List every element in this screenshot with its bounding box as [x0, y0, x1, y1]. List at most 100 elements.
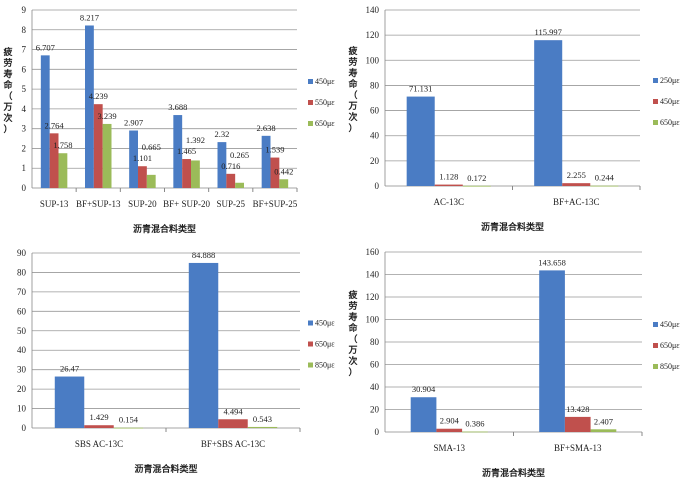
y-tick-label: 10 — [17, 404, 27, 414]
bar — [462, 431, 488, 433]
data-label: 6.707 — [36, 42, 55, 52]
data-label: 0.716 — [221, 161, 240, 171]
y-tick-label: 60 — [370, 106, 380, 116]
y-tick-label: 20 — [370, 405, 380, 415]
bar — [590, 429, 617, 432]
legend-label: 450με — [315, 319, 335, 328]
bar — [539, 270, 565, 432]
y-axis-title: 疲劳寿命（万次） — [2, 46, 13, 134]
y-tick-label: 5 — [22, 84, 27, 94]
bar — [406, 96, 435, 186]
chart-svg: 0 1 2 3 4 5 6 7 8 9 SUP-13 6.707 2.764 1.758 BF+SUP-13… — [2, 5, 335, 234]
bar — [49, 133, 59, 188]
x-tick-label: SMA-13 — [433, 443, 465, 453]
legend-swatch — [653, 78, 658, 83]
legend-label: 550με — [315, 98, 335, 107]
y-tick-label: 70 — [17, 287, 27, 297]
bar — [102, 123, 112, 188]
bar — [410, 397, 437, 432]
x-tick-label: BF+ SUP-20 — [163, 199, 210, 209]
x-tick-label: BF+SUP-13 — [76, 199, 121, 209]
bar — [217, 142, 227, 188]
bar — [226, 173, 236, 188]
chart-sbs: 0 10 20 30 40 50 60 70 80 90 SBS AC-13C 26.47 1.429 0… — [0, 240, 345, 480]
y-tick-label: 8 — [22, 25, 27, 35]
bar — [85, 25, 94, 189]
y-tick-label: 90 — [17, 248, 27, 258]
y-tick-label: 100 — [366, 55, 380, 65]
y-tick-label: 140 — [366, 270, 380, 280]
y-tick-label: 6 — [22, 64, 27, 74]
x-tick-label: BF+AC-13C — [553, 197, 600, 207]
data-label: 26.47 — [60, 364, 79, 374]
data-label: 3.688 — [168, 102, 187, 112]
legend-label: 450με — [660, 97, 680, 106]
x-tick-label: SUP-13 — [40, 199, 69, 209]
y-tick-label: 1 — [22, 163, 27, 173]
data-label: 30.904 — [412, 384, 436, 394]
legend-swatch — [308, 341, 313, 347]
x-tick-label: BF+SBS AC-13C — [201, 439, 265, 449]
y-tick-label: 0 — [22, 423, 27, 433]
data-label: 0.172 — [467, 173, 486, 183]
bar — [564, 416, 591, 432]
data-label: 3.239 — [98, 111, 117, 121]
data-label: 1.539 — [265, 145, 284, 155]
y-tick-label: 20 — [17, 384, 27, 394]
legend-label: 850με — [660, 362, 680, 371]
chart-ac13c: 0 20 40 60 80 100 120 140 AC-13C 71.131 1.128 0.172… — [345, 0, 690, 240]
bar — [113, 427, 144, 429]
bar — [270, 157, 280, 188]
y-tick-label: 120 — [366, 292, 380, 302]
y-tick-label: 80 — [17, 267, 27, 277]
y-tick-label: 80 — [370, 80, 380, 90]
data-label: 143.658 — [538, 257, 566, 267]
data-label: 1.429 — [89, 412, 108, 422]
data-label: 71.131 — [409, 84, 432, 94]
data-label: 2.904 — [440, 416, 460, 426]
data-label: 1.465 — [177, 146, 196, 156]
legend-swatch — [653, 99, 658, 104]
x-tick-label: SUP-20 — [128, 199, 157, 209]
x-tick-label: AC-13C — [433, 197, 464, 207]
legend-label: 650με — [315, 340, 335, 349]
bar — [84, 425, 114, 428]
data-label: 8.217 — [80, 12, 99, 22]
data-label: 84.888 — [192, 250, 215, 260]
data-label: 4.239 — [89, 91, 108, 101]
data-label: 0.442 — [274, 166, 293, 176]
x-tick-label: BF+SMA-13 — [554, 443, 602, 453]
legend-swatch — [308, 79, 313, 84]
data-label: 0.154 — [119, 415, 139, 425]
legend-label: 850με — [315, 361, 335, 370]
data-label: 0.665 — [142, 142, 161, 152]
legend-label: 650με — [315, 119, 335, 128]
bar — [462, 185, 491, 187]
bar — [173, 115, 183, 188]
bar — [58, 153, 68, 188]
x-axis-title: 沥青混合料类型 — [134, 463, 197, 474]
data-label: 2.32 — [214, 129, 229, 139]
data-label: 0.265 — [230, 150, 249, 160]
data-label: 0.244 — [595, 173, 615, 183]
chart-sup: 0 1 2 3 4 5 6 7 8 9 SUP-13 6.707 2.764 1.758 BF+SUP-13… — [0, 0, 345, 240]
data-label: 115.997 — [535, 27, 562, 37]
y-tick-label: 100 — [366, 315, 380, 325]
bar — [54, 376, 85, 428]
legend-swatch — [653, 364, 658, 369]
data-label: 0.543 — [253, 414, 272, 424]
data-label: 2.907 — [124, 118, 143, 128]
y-tick-label: 40 — [370, 382, 380, 392]
data-label: 2.764 — [45, 120, 65, 130]
data-label: 2.255 — [567, 170, 586, 180]
x-tick-label: SUP-25 — [216, 199, 245, 209]
bar — [146, 174, 156, 188]
data-label: 0.386 — [465, 419, 484, 429]
y-tick-label: 3 — [22, 124, 27, 134]
bar — [261, 135, 271, 188]
x-tick-label: SBS AC-13C — [75, 439, 123, 449]
data-label: 1.101 — [133, 153, 152, 163]
legend-swatch — [308, 100, 313, 105]
y-tick-label: 30 — [17, 365, 27, 375]
bar — [93, 104, 103, 188]
